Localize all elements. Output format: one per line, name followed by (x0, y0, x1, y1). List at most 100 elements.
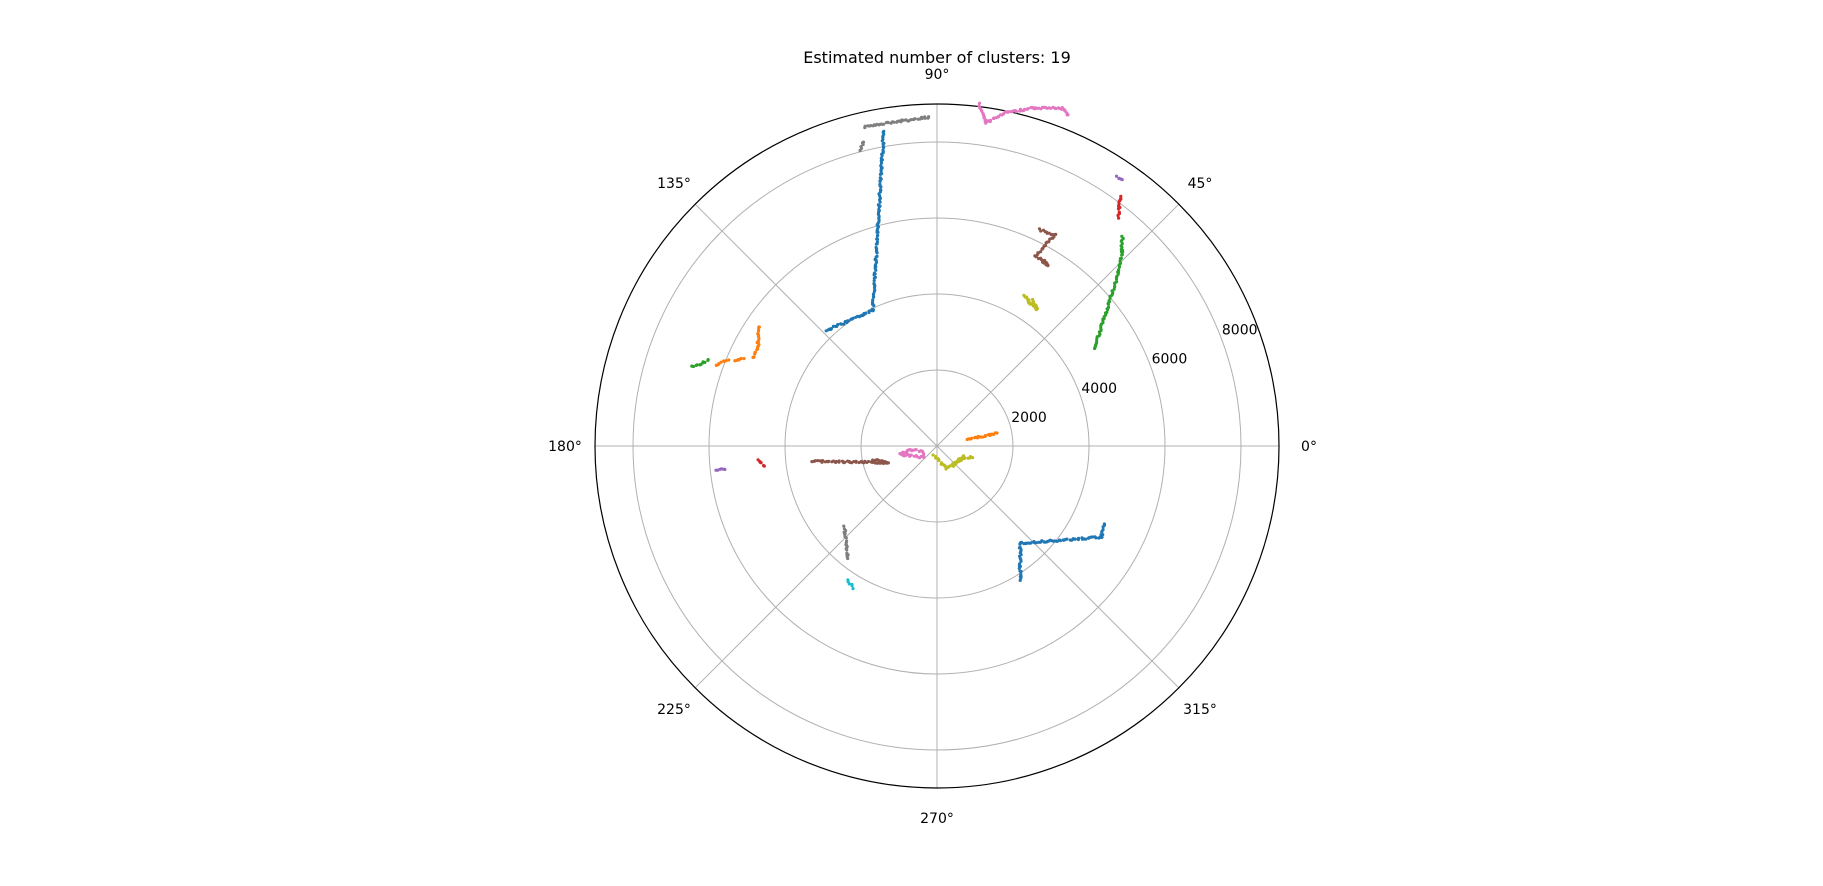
r-tick-label: 6000 (1152, 352, 1188, 368)
data-point (842, 322, 846, 326)
theta-tick-label: 180° (548, 439, 582, 455)
data-point (873, 288, 877, 292)
data-point (843, 460, 847, 464)
data-point (724, 359, 728, 363)
data-point (878, 196, 883, 200)
data-point (899, 452, 903, 456)
data-point (1031, 297, 1035, 302)
grid-spoke (694, 203, 938, 447)
polar-grid (594, 103, 1280, 789)
data-point (1117, 268, 1121, 272)
data-point (1120, 178, 1124, 182)
data-point (1006, 110, 1010, 114)
data-point (854, 459, 858, 463)
theta-tick-label: 135° (657, 176, 691, 192)
data-point (881, 144, 885, 148)
data-point (871, 298, 875, 302)
data-point (870, 300, 875, 304)
data-points (690, 101, 1125, 591)
data-point (988, 118, 993, 122)
data-point (877, 207, 881, 212)
data-point (878, 182, 882, 187)
data-point (1018, 562, 1022, 566)
data-point (927, 115, 931, 119)
data-point (1034, 106, 1038, 110)
data-point (691, 364, 696, 369)
data-point (821, 459, 825, 463)
data-point (1044, 241, 1048, 245)
data-point (879, 156, 883, 160)
tick-labels: 0° 45° 90° 135° 180° 225° 270° 315° 2000 4000 6000… (548, 67, 1317, 827)
data-point (878, 176, 882, 180)
data-point (867, 309, 871, 313)
data-point (863, 124, 867, 128)
data-point (1029, 541, 1033, 545)
data-point (1034, 308, 1038, 312)
data-point (756, 332, 760, 336)
data-point (957, 459, 961, 464)
data-point (851, 587, 855, 591)
data-point (1113, 284, 1117, 289)
data-point (1019, 540, 1024, 545)
data-point (842, 524, 846, 528)
data-point (1117, 210, 1121, 214)
r-tick-label: 8000 (1222, 323, 1258, 339)
data-point (876, 203, 881, 207)
data-point (1090, 535, 1094, 539)
data-point (1101, 533, 1105, 537)
data-point (753, 350, 757, 354)
data-point (913, 117, 917, 121)
data-point (1034, 255, 1038, 259)
data-point (1114, 174, 1119, 178)
data-point (995, 431, 999, 435)
data-point (759, 461, 763, 465)
data-point (937, 458, 941, 463)
data-point (1014, 110, 1019, 114)
data-point (1058, 539, 1062, 543)
data-point (878, 188, 883, 192)
data-point (882, 129, 886, 133)
data-point (1003, 110, 1007, 114)
data-point (872, 279, 876, 283)
data-point (1120, 252, 1124, 257)
data-point (1039, 250, 1043, 254)
data-point (917, 449, 921, 453)
data-point (836, 322, 840, 327)
data-point (851, 316, 855, 320)
data-point (1049, 106, 1053, 110)
data-point (977, 101, 982, 105)
polar-frame (594, 103, 1280, 789)
data-point (831, 324, 836, 328)
data-point (871, 458, 875, 462)
data-point (1073, 537, 1077, 541)
data-point (958, 456, 962, 461)
data-point (931, 453, 935, 457)
data-point (859, 145, 863, 149)
data-point (816, 459, 820, 463)
data-point (695, 363, 699, 367)
data-point (846, 556, 850, 561)
data-point (909, 118, 913, 122)
data-point (875, 237, 879, 241)
theta-tick-label: 315° (1183, 702, 1217, 718)
data-point (1094, 536, 1098, 540)
data-point (1105, 310, 1109, 314)
theta-tick-label: 270° (920, 811, 954, 827)
data-point (1034, 541, 1038, 545)
data-point (920, 116, 924, 120)
data-point (1023, 107, 1027, 111)
data-point (970, 436, 974, 440)
data-point (864, 311, 868, 315)
data-point (762, 464, 766, 468)
data-point (861, 140, 866, 144)
data-point (978, 435, 982, 439)
data-point (703, 360, 707, 364)
data-point (872, 271, 877, 275)
data-point (827, 459, 831, 463)
data-point (873, 257, 877, 262)
data-point (1106, 305, 1111, 309)
data-point (839, 322, 844, 326)
chart-title: Estimated number of clusters: 19 (803, 48, 1071, 67)
data-point (727, 358, 731, 362)
